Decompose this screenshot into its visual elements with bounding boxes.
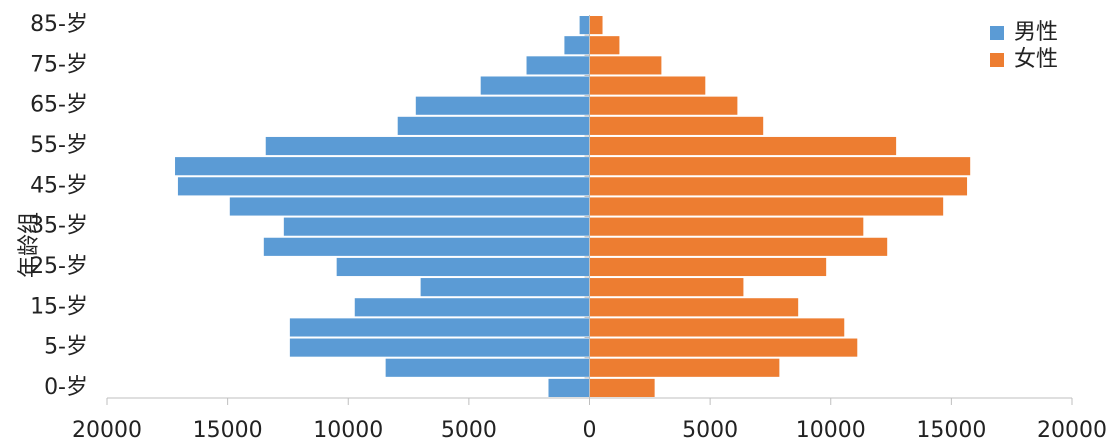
y-tick-label: 45-岁 — [30, 173, 88, 198]
x-tick-label: 20000 — [1037, 418, 1107, 441]
y-tick-label: 25-岁 — [30, 254, 88, 279]
bar — [579, 16, 590, 35]
bar — [589, 36, 620, 55]
x-tick-label: 0 — [583, 418, 597, 441]
bar — [397, 116, 590, 135]
bar — [589, 197, 944, 216]
y-tick-label: 15-岁 — [30, 294, 88, 319]
x-tick-label: 15000 — [916, 418, 986, 441]
bar — [177, 177, 590, 196]
y-tick-label: 85-岁 — [30, 12, 88, 37]
bar — [589, 177, 968, 196]
bar — [589, 116, 764, 135]
bar — [265, 136, 590, 156]
x-tick-label: 15000 — [193, 418, 263, 441]
y-tick-label: 65-岁 — [30, 93, 88, 118]
bar — [589, 237, 888, 256]
bar — [289, 318, 590, 337]
bar — [589, 318, 845, 337]
bar — [589, 16, 603, 35]
bar — [589, 217, 864, 236]
bar — [289, 338, 590, 357]
y-tick-label: 75-岁 — [30, 52, 88, 77]
bar — [263, 237, 590, 256]
bar — [589, 298, 799, 317]
bar — [589, 56, 662, 75]
bar — [354, 298, 590, 317]
bar — [480, 76, 590, 95]
bar — [589, 338, 858, 357]
bar — [175, 157, 590, 176]
bar — [589, 358, 780, 377]
bar — [385, 358, 590, 377]
bar — [415, 96, 590, 115]
bar — [589, 157, 971, 176]
legend-swatch — [990, 53, 1004, 67]
legend-label: 女性 — [1014, 47, 1058, 72]
bar — [589, 278, 744, 297]
legend-swatch — [990, 26, 1004, 40]
x-tick-label: 5000 — [682, 418, 738, 441]
bar — [526, 56, 590, 75]
x-tick-label: 10000 — [796, 418, 866, 441]
x-tick-label: 20000 — [72, 418, 142, 441]
y-tick-label: 35-岁 — [30, 214, 88, 239]
bar — [589, 136, 897, 156]
legend-label: 男性 — [1014, 20, 1058, 45]
bar — [589, 76, 706, 95]
bar — [589, 257, 827, 277]
bar — [548, 378, 590, 397]
bar — [420, 278, 590, 297]
bar — [336, 257, 590, 277]
y-axis-title: 年龄组 — [17, 212, 42, 278]
bar — [283, 217, 590, 236]
x-tick-label: 10000 — [313, 418, 383, 441]
y-tick-label: 5-岁 — [44, 335, 88, 360]
y-tick-label: 0-岁 — [44, 375, 88, 400]
bar — [229, 197, 590, 216]
bar — [564, 36, 590, 55]
bar — [589, 96, 738, 115]
y-tick-label: 55-岁 — [30, 133, 88, 158]
bar — [589, 378, 655, 397]
x-tick-label: 5000 — [441, 418, 497, 441]
